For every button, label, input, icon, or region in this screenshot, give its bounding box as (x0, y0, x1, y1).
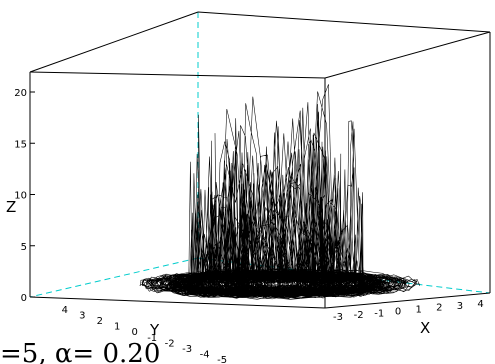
box-edge (197, 11, 491, 33)
x-tick-label: 1 (416, 305, 422, 316)
x-tick-label: -3 (333, 312, 343, 323)
x-tick-label: 4 (477, 299, 483, 310)
x-tick-label: 3 (457, 301, 463, 312)
z-tick-label: 15 (14, 139, 27, 150)
hidden-floor-edge-left (29, 257, 199, 298)
z-tick-label: 10 (14, 191, 27, 202)
y-axis-label: Y (149, 321, 160, 339)
z-tick-label: 5 (21, 242, 27, 253)
y-tick-label: -1 (147, 333, 157, 344)
x-tick-label: -1 (374, 308, 384, 319)
box-edge (324, 31, 491, 79)
y-tick-label: 2 (97, 316, 103, 327)
x-tick-label: -2 (354, 310, 364, 321)
box-edge (29, 71, 326, 79)
y-tick-label: 4 (62, 305, 68, 316)
y-tick-label: -3 (182, 344, 192, 355)
y-tick-label: 1 (114, 322, 120, 333)
caption-text: =5, α= 0.20 (0, 339, 160, 364)
y-tick-label: -4 (200, 349, 210, 360)
z-tick-label: 0 (21, 293, 27, 304)
trajectory-curve (139, 84, 420, 300)
trajectory-line (139, 84, 420, 300)
x-axis-label: X (420, 319, 430, 337)
bounding-box (29, 11, 491, 309)
y-tick-label: 0 (132, 327, 138, 338)
x-tick-label: 2 (436, 303, 442, 314)
x-tick-label: 0 (395, 306, 401, 317)
y-tick-label: -2 (165, 338, 175, 349)
box-edge (29, 296, 326, 309)
box-edge (324, 292, 491, 309)
z-axis-label: Z (6, 198, 16, 216)
y-tick-label: -5 (217, 355, 227, 364)
z-tick-label: 20 (14, 88, 27, 99)
y-tick-label: 3 (79, 311, 85, 322)
hidden-floor-edge-back (197, 257, 491, 294)
hidden-box-edges (29, 12, 491, 298)
box-edge (29, 11, 199, 73)
